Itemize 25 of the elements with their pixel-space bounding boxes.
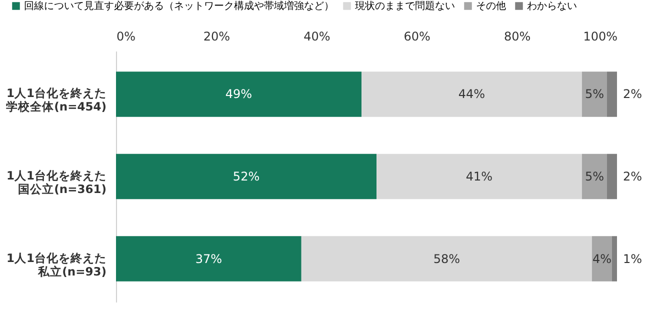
x-tick-label: 20% <box>203 30 230 44</box>
legend-label: わからない <box>527 1 577 12</box>
x-tick-label: 40% <box>304 30 330 44</box>
data-label: 4% <box>592 252 612 266</box>
data-label: 2% <box>623 87 642 102</box>
x-tick-label: 100% <box>583 30 618 44</box>
data-label: 52% <box>232 170 260 184</box>
x-tick-label: 80% <box>504 30 531 44</box>
data-label: 5% <box>584 87 604 102</box>
data-label: 44% <box>458 87 486 102</box>
x-tick-label: 0% <box>116 30 136 44</box>
data-label: 1% <box>623 252 642 266</box>
y-tick-label: 1人1台化を終えた国公立(n=361) <box>6 168 106 196</box>
y-tick-label: 1人1台化を終えた学校全体(n=454) <box>6 86 106 114</box>
data-label: 49% <box>225 87 252 102</box>
data-label: 2% <box>623 170 642 184</box>
data-label: 41% <box>466 170 493 184</box>
data-label: 37% <box>195 252 222 266</box>
data-label: 58% <box>433 252 460 266</box>
legend-label: その他 <box>476 0 506 12</box>
legend-label: 回線について見直す必要がある（ネットワーク構成や帯域増強など） <box>24 0 334 12</box>
x-tick-label: 60% <box>404 30 430 44</box>
y-tick-label: 1人1台化を終えた私立(n=93) <box>6 250 106 278</box>
legend-label: 現状のままで問題ない <box>355 0 455 12</box>
data-label: 5% <box>584 170 604 184</box>
